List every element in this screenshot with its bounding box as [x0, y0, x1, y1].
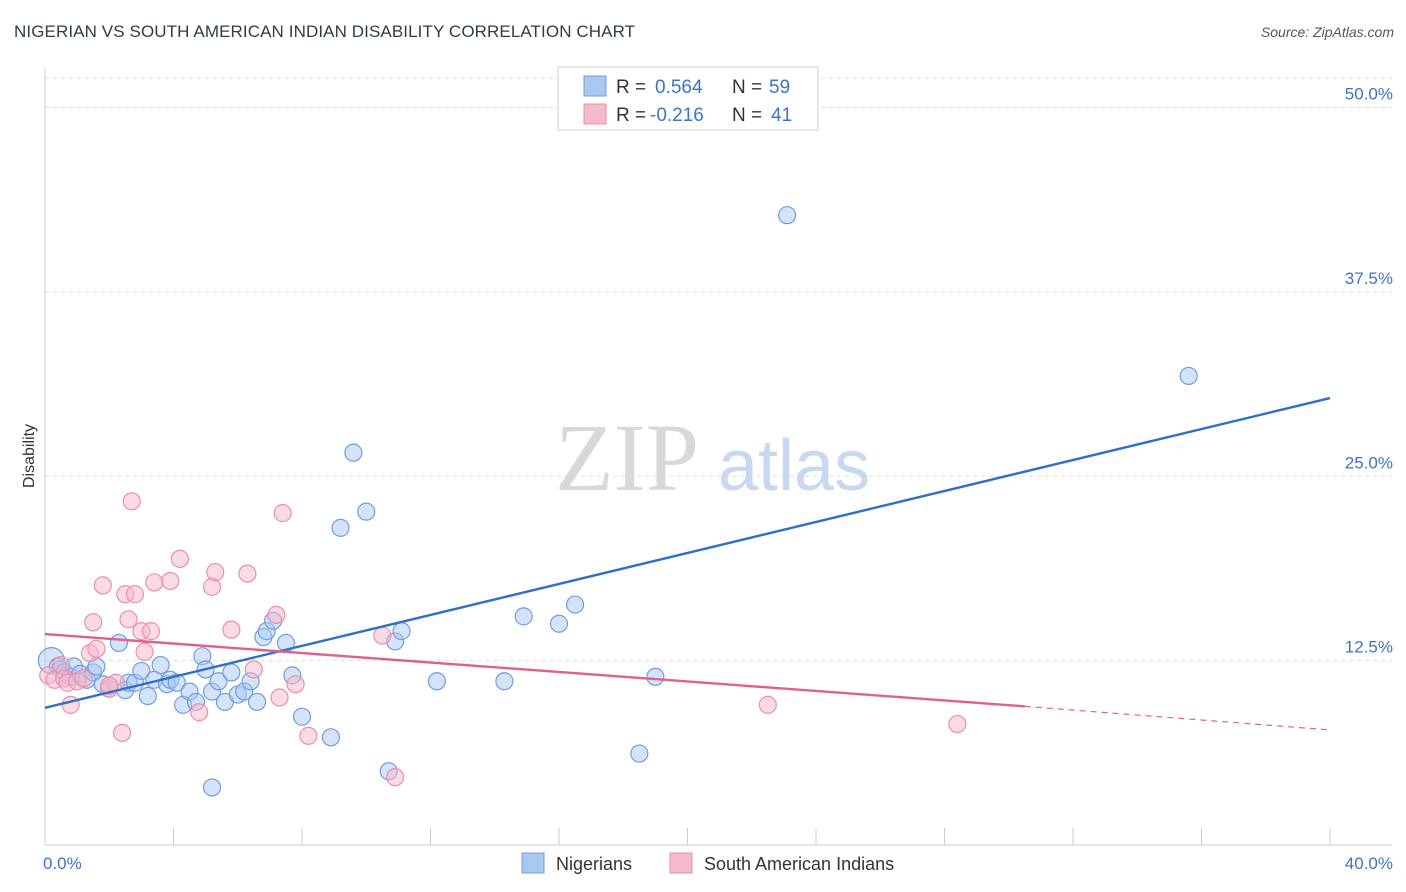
bottom-legend-label-nigerians: Nigerians [556, 854, 632, 874]
correlation-legend: R = 0.564 N = 59 R = -0.216 N = 41 [557, 66, 819, 131]
bottom-legend-label-south-american-indians: South American Indians [704, 854, 894, 874]
y-tick-label-2: 37.5% [1345, 269, 1393, 288]
south-american-indians-point-5 [61, 695, 80, 714]
nigerians-point-12 [109, 633, 128, 653]
south-american-indians-trend-extension [1024, 705, 1331, 731]
south-american-indians-point-39 [948, 714, 967, 734]
south-american-indians-point-11 [93, 576, 112, 595]
south-american-indians-point-36 [373, 626, 392, 645]
legend-r-label-1: R = [616, 77, 646, 98]
nigerians-point-35 [247, 692, 267, 712]
south-american-indians-trend-line [44, 632, 1025, 708]
south-american-indians-point-17 [122, 492, 141, 511]
chart-title: NIGERIAN VS SOUTH AMERICAN INDIAN DISABI… [14, 22, 636, 41]
nigerians-point-53 [565, 595, 585, 614]
series-legend: Nigerians South American Indians [521, 852, 894, 874]
legend-n-value-1: 59 [769, 77, 790, 98]
nigerians-point-52 [549, 614, 569, 633]
south-american-indians-point-22 [145, 573, 164, 592]
legend-r-value-1: 0.564 [655, 77, 703, 98]
nigerians-trend-line [44, 396, 1331, 709]
nigerians-point-22 [167, 673, 186, 692]
south-american-indians-point-30 [244, 660, 263, 679]
south-american-indians-point-23 [161, 571, 180, 591]
nigerians-point-49 [427, 672, 447, 691]
legend-swatch-nigerians [583, 75, 607, 97]
nigerians-point-57 [1179, 366, 1198, 386]
nigerians-point-45 [357, 502, 376, 521]
south-american-indians-point-28 [222, 620, 241, 639]
watermark: ZIP atlas [555, 404, 870, 511]
watermark-atlas: atlas [718, 426, 870, 506]
south-american-indians-point-38 [758, 695, 777, 714]
nigerians-point-48 [392, 622, 411, 641]
south-american-indians-point-20 [135, 642, 154, 661]
legend-swatch-south-american-indians [583, 103, 607, 125]
nigerians-point-41 [292, 707, 312, 726]
south-american-indians-point-27 [206, 563, 225, 582]
nigerians-point-29 [209, 672, 228, 691]
trend-layer [44, 396, 1331, 731]
south-american-indians-point-35 [299, 726, 318, 745]
south-american-indians-point-29 [238, 564, 257, 583]
axes-layer: 12.5% 25.0% 37.5% 50.0% 0.0% 40.0% [43, 67, 1393, 873]
nigerians-point-43 [331, 518, 350, 537]
nigerians-point-31 [222, 663, 241, 682]
points-layer [37, 206, 1198, 797]
y-axis-title: Disability [21, 424, 38, 488]
nigerians-point-16 [132, 661, 151, 681]
south-american-indians-point-31 [267, 605, 286, 625]
y-tick-label-0: 12.5% [1345, 638, 1393, 657]
legend-n-value-2: 41 [771, 105, 792, 126]
nigerians-point-44 [344, 443, 363, 462]
watermark-zip: ZIP [555, 404, 699, 511]
south-american-indians-point-24 [170, 549, 190, 568]
x-tick-label-1: 40.0% [1345, 854, 1393, 873]
y-tick-label-1: 25.0% [1345, 453, 1393, 472]
bottom-legend-swatch-south-american-indians [669, 852, 693, 874]
chart-source: Source: ZipAtlas.com [1260, 24, 1394, 40]
south-american-indians-point-32 [270, 688, 289, 707]
south-american-indians-point-40 [100, 676, 119, 695]
nigerians-point-42 [321, 728, 341, 747]
nigerians-point-55 [646, 667, 665, 686]
y-tick-label-3: 50.0% [1345, 85, 1393, 104]
south-american-indians-point-14 [112, 723, 132, 743]
south-american-indians-point-37 [386, 768, 405, 787]
legend-r-label-2: R = [616, 105, 646, 126]
bottom-legend-swatch-nigerians [521, 852, 545, 874]
legend-r-value-2: -0.216 [650, 105, 704, 126]
nigerians-point-58 [202, 778, 222, 797]
nigerians-point-56 [777, 206, 797, 225]
nigerians-point-19 [151, 655, 170, 675]
legend-n-label-2: N = [732, 105, 762, 126]
south-american-indians-point-25 [190, 703, 209, 722]
south-american-indians-point-16 [119, 610, 138, 629]
nigerians-point-50 [495, 672, 514, 691]
nigerians-point-51 [514, 607, 533, 626]
south-american-indians-point-9 [84, 613, 103, 632]
south-american-indians-point-26 [202, 577, 222, 596]
south-american-indians-point-7 [74, 669, 93, 688]
nigerians-point-54 [630, 744, 649, 763]
south-american-indians-point-34 [286, 675, 305, 694]
nigerians-point-17 [138, 686, 157, 706]
south-american-indians-point-10 [87, 639, 106, 658]
legend-n-label-1: N = [732, 77, 762, 98]
south-american-indians-point-18 [125, 585, 145, 604]
south-american-indians-point-21 [141, 622, 161, 641]
south-american-indians-point-33 [273, 504, 292, 523]
x-tick-label-0: 0.0% [43, 854, 82, 873]
